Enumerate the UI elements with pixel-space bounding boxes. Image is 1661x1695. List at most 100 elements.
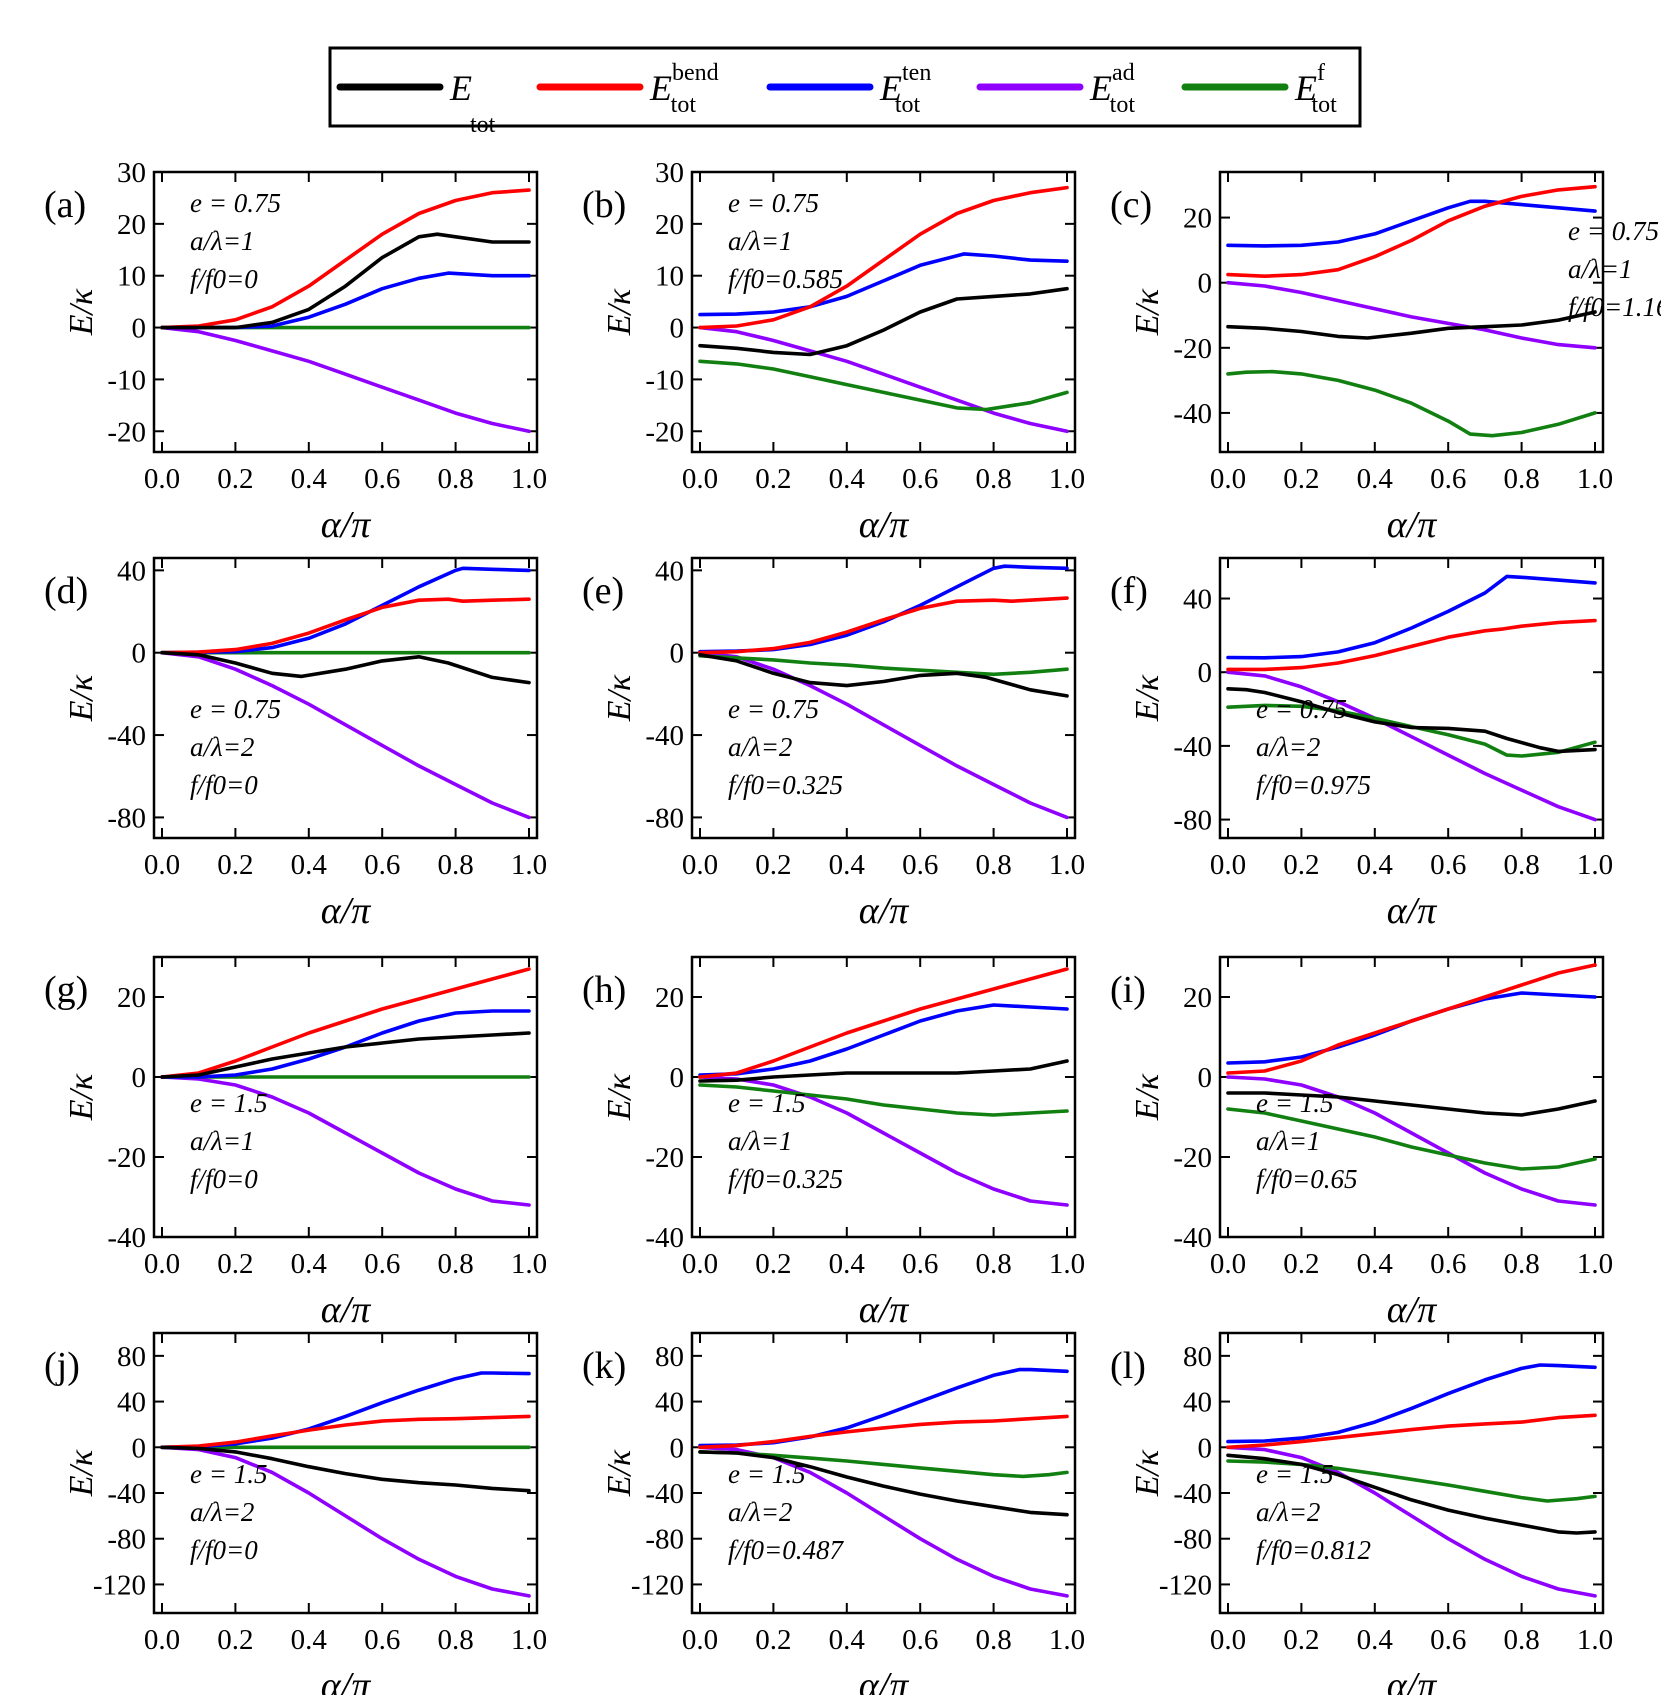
param-label: f/f0=0 <box>190 264 258 294</box>
series-line-Ebend <box>698 967 1069 1079</box>
param-label: e = 1.5 <box>190 1459 267 1489</box>
series-line-Ead <box>160 325 531 434</box>
x-tick-label: 0.4 <box>829 463 866 495</box>
x-tick-label: 0.4 <box>829 1624 866 1656</box>
y-tick-label: -10 <box>107 364 146 396</box>
x-tick-label: 0.4 <box>291 463 328 495</box>
x-tick-label: 1.0 <box>1577 1624 1613 1656</box>
y-tick-label: -20 <box>1173 333 1212 365</box>
param-label: a/λ=1 <box>1568 254 1632 284</box>
param-label: f/f0=0.585 <box>728 264 843 294</box>
y-tick-label: 0 <box>1198 1062 1213 1094</box>
param-label: f/f0=0 <box>190 770 258 800</box>
y-tick-label: 0 <box>132 313 147 345</box>
plot-frame <box>690 170 1077 454</box>
series-line-Etot <box>160 1445 531 1493</box>
x-tick-label: 0.4 <box>291 1248 328 1280</box>
series-line-Etot <box>160 650 531 685</box>
panel: 30 20 10 0 -10 -20 0.0 0.2 0.4 0.6 0.8 1.0 (a) E/κ α/π… <box>44 157 547 546</box>
y-tick-label: 0 <box>132 1432 147 1464</box>
legend-label: Ebend tot <box>649 60 719 118</box>
x-tick-label: 0.2 <box>217 849 253 881</box>
x-tick-label: 0.8 <box>1503 463 1539 495</box>
y-tick-label: -40 <box>645 1222 684 1254</box>
x-tick-label: 0.4 <box>291 1624 328 1656</box>
param-label: e = 0.75 <box>728 188 819 218</box>
y-tick-label: 0 <box>670 638 685 670</box>
panel-label: (d) <box>44 570 88 612</box>
y-tick-label: 0 <box>670 313 685 345</box>
plot-frame <box>1218 556 1605 840</box>
x-tick-label: 1.0 <box>511 1248 547 1280</box>
param-label: a/λ=2 <box>190 732 254 762</box>
y-tick-label: -20 <box>1173 1142 1212 1174</box>
legend-label: Ead tot <box>1089 60 1135 118</box>
x-axis-label: α/π <box>859 890 910 932</box>
y-tick-label: 20 <box>1183 982 1212 1014</box>
x-tick-label: 0.2 <box>755 849 791 881</box>
y-tick-label: 80 <box>117 1341 146 1373</box>
curves <box>160 967 531 1207</box>
x-tick-label: 0.8 <box>975 1624 1011 1656</box>
series-line-Eten <box>698 1367 1069 1448</box>
series-line-Etot <box>698 653 1069 698</box>
x-tick-label: 0.4 <box>291 849 328 881</box>
panel-label: (g) <box>44 969 88 1011</box>
y-tick-label: 30 <box>117 157 146 189</box>
series-line-Ebend <box>698 1414 1069 1450</box>
series-line-Eten <box>1226 991 1597 1065</box>
y-tick-label: 40 <box>117 555 146 587</box>
series-line-Eten <box>698 252 1069 317</box>
y-tick-label: -40 <box>1173 731 1212 763</box>
x-tick-label: 0.6 <box>1430 1624 1466 1656</box>
y-tick-label: 20 <box>1183 203 1212 235</box>
series-line-Ef <box>698 1083 1069 1117</box>
x-tick-label: 0.4 <box>1357 463 1394 495</box>
series-line-Etot <box>698 286 1069 357</box>
y-tick-label: -40 <box>107 720 146 752</box>
legend-label: Eten tot <box>879 60 931 118</box>
plot-frame <box>152 170 539 454</box>
x-axis-label: α/π <box>321 890 372 932</box>
series-line-Etot <box>1226 1091 1597 1117</box>
plot-frame <box>1218 955 1605 1239</box>
param-label: e = 1.5 <box>190 1088 267 1118</box>
panel-label: (a) <box>44 184 86 226</box>
series-line-Ead <box>1226 280 1597 350</box>
x-tick-label: 0.0 <box>682 849 718 881</box>
x-tick-label: 1.0 <box>1049 1248 1085 1280</box>
plot-frame <box>152 955 539 1239</box>
series-line-Ebend <box>1226 618 1597 672</box>
param-label: f/f0=0.65 <box>1256 1164 1357 1194</box>
plot-frame <box>152 1331 539 1615</box>
curves <box>1226 184 1597 438</box>
series-line-Eten <box>1226 1363 1597 1444</box>
x-tick-label: 0.2 <box>1283 1624 1319 1656</box>
param-label: e = 1.5 <box>728 1088 805 1118</box>
y-tick-label: 10 <box>117 261 146 293</box>
y-tick-label: -40 <box>107 1478 146 1510</box>
y-tick-label: -20 <box>107 1142 146 1174</box>
y-tick-label: 80 <box>1183 1341 1212 1373</box>
x-tick-label: 0.0 <box>1210 1248 1246 1280</box>
y-tick-label: 0 <box>670 1432 685 1464</box>
x-tick-label: 0.4 <box>1357 1624 1394 1656</box>
x-axis-label: α/π <box>1387 1665 1438 1695</box>
y-tick-label: 80 <box>655 1341 684 1373</box>
panel-label: (i) <box>1110 969 1146 1011</box>
param-label: f/f0=1.169 <box>1568 292 1661 322</box>
param-label: e = 1.5 <box>728 1459 805 1489</box>
plot-frame <box>152 556 539 840</box>
x-axis-label: α/π <box>321 1289 372 1331</box>
x-tick-label: 1.0 <box>1577 849 1613 881</box>
y-tick-label: 40 <box>655 555 684 587</box>
y-tick-label: 40 <box>655 1387 684 1419</box>
series-line-Ead <box>698 1075 1069 1207</box>
y-tick-label: 0 <box>1198 1432 1213 1464</box>
y-axis-label: E/κ <box>63 674 100 722</box>
series-line-Ead <box>698 650 1069 820</box>
series-line-Ead <box>1226 1445 1597 1598</box>
y-tick-label: -80 <box>645 1524 684 1556</box>
param-label: f/f0=0.975 <box>1256 770 1371 800</box>
panel-label: (l) <box>1110 1345 1146 1387</box>
